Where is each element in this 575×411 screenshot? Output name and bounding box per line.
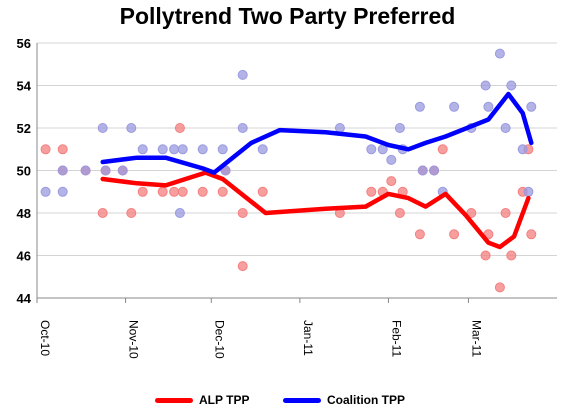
x-tick-label: Dec-10 <box>212 320 226 359</box>
coalition-poll-point <box>217 144 228 155</box>
coalition-poll-point <box>100 165 111 176</box>
alp-poll-point <box>169 186 180 197</box>
legend-item-coalition: Coalition TPP <box>283 392 405 408</box>
coalition-poll-point <box>523 186 534 197</box>
alp-poll-point <box>449 229 460 240</box>
x-tick-label: Mar-11 <box>469 320 483 357</box>
coalition-poll-point <box>157 144 168 155</box>
coalition-poll-point <box>40 186 51 197</box>
alp-poll-point <box>217 186 228 197</box>
alp-poll-point <box>494 282 505 293</box>
alp-trend-line <box>100 170 531 250</box>
coalition-poll-point <box>334 123 345 133</box>
alp-poll-point <box>386 176 397 187</box>
coalition-trend-line <box>100 91 534 175</box>
coalition-poll-point <box>57 186 68 197</box>
alp-poll-point <box>506 250 517 261</box>
y-tick-label: 44 <box>17 291 32 306</box>
legend-label-alp: ALP TPP <box>199 393 250 407</box>
coalition-poll-point <box>449 101 460 112</box>
alp-poll-point <box>157 186 168 197</box>
legend-swatch-coalition <box>283 397 321 403</box>
coalition-poll-point <box>429 165 440 176</box>
coalition-poll-point <box>417 165 428 176</box>
alp-poll-point <box>174 123 185 133</box>
alp-poll-point <box>394 208 405 218</box>
alp-poll-point <box>526 229 537 240</box>
trend-lines <box>100 91 534 250</box>
alp-poll-point <box>466 208 477 218</box>
x-tick-label: Jan-11 <box>301 320 315 356</box>
coalition-poll-point <box>237 69 248 80</box>
alp-poll-point <box>97 208 108 218</box>
alp-poll-point <box>126 208 137 218</box>
alp-poll-point <box>257 186 268 197</box>
y-tick-label: 52 <box>17 121 31 136</box>
alp-poll-point <box>40 144 51 155</box>
coalition-poll-point <box>197 144 208 155</box>
coalition-poll-point <box>394 123 405 133</box>
coalition-poll-point <box>526 101 537 112</box>
legend-swatch-alp <box>155 397 193 403</box>
alp-poll-point <box>137 186 148 197</box>
y-tick-label: 56 <box>17 36 31 51</box>
coalition-poll-point <box>174 208 185 218</box>
coalition-poll-point <box>137 144 148 155</box>
coalition-poll-point <box>57 165 68 176</box>
alp-poll-point <box>197 186 208 197</box>
coalition-poll-point <box>480 80 491 91</box>
coalition-poll-point <box>80 165 91 176</box>
alp-poll-point <box>237 261 248 272</box>
y-tick-label: 48 <box>17 206 31 221</box>
coalition-poll-point <box>483 101 494 112</box>
coalition-poll-point <box>117 165 128 176</box>
x-tick-label: Feb-11 <box>389 320 403 357</box>
alp-poll-point <box>437 144 448 155</box>
coalition-poll-point <box>414 101 425 112</box>
coalition-poll-point <box>494 48 505 59</box>
coalition-poll-point <box>517 144 528 155</box>
x-tick-labels: Oct-10 Nov-10 Dec-10 Jan-11 Feb-11 Mar-11 <box>38 320 483 359</box>
alp-poll-point <box>366 186 377 197</box>
coalition-poll-point <box>500 123 511 133</box>
chart-title: Pollytrend Two Party Preferred <box>119 3 456 29</box>
alp-poll-point <box>414 229 425 240</box>
legend-label-coalition: Coalition TPP <box>327 393 405 407</box>
coalition-poll-point <box>366 144 377 155</box>
alp-poll-point <box>500 208 511 218</box>
coalition-poll-point <box>386 154 397 165</box>
alp-poll-point <box>177 186 188 197</box>
coalition-poll-point <box>257 144 268 155</box>
legend-item-alp: ALP TPP <box>155 392 249 408</box>
alp-poll-point <box>57 144 68 155</box>
coalition-poll-point <box>97 123 108 133</box>
y-tick-label: 46 <box>17 249 31 264</box>
y-tick-label: 54 <box>17 79 32 94</box>
alp-poll-point <box>237 208 248 218</box>
coalition-poll-point <box>237 123 248 133</box>
x-tick-label: Nov-10 <box>127 320 141 359</box>
coalition-poll-point <box>177 144 188 155</box>
coalition-poll-point <box>169 144 180 155</box>
coalition-poll-point <box>506 80 517 91</box>
coalition-poll-point <box>126 123 137 133</box>
axes <box>36 43 557 303</box>
x-tick-label: Oct-10 <box>38 320 52 356</box>
gridlines <box>37 42 557 299</box>
y-tick-label: 50 <box>17 164 31 179</box>
alp-poll-point <box>480 250 491 261</box>
y-tick-labels: 44 46 48 50 52 54 56 <box>17 36 32 306</box>
